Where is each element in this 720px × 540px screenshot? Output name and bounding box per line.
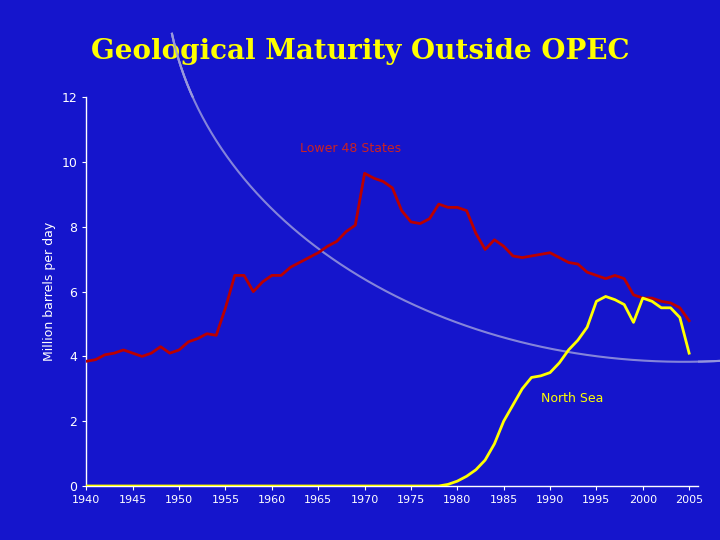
Text: Geological Maturity Outside OPEC: Geological Maturity Outside OPEC: [91, 38, 629, 65]
Text: North Sea: North Sea: [541, 392, 603, 405]
Text: Lower 48 States: Lower 48 States: [300, 142, 401, 156]
Y-axis label: Million barrels per day: Million barrels per day: [43, 222, 56, 361]
